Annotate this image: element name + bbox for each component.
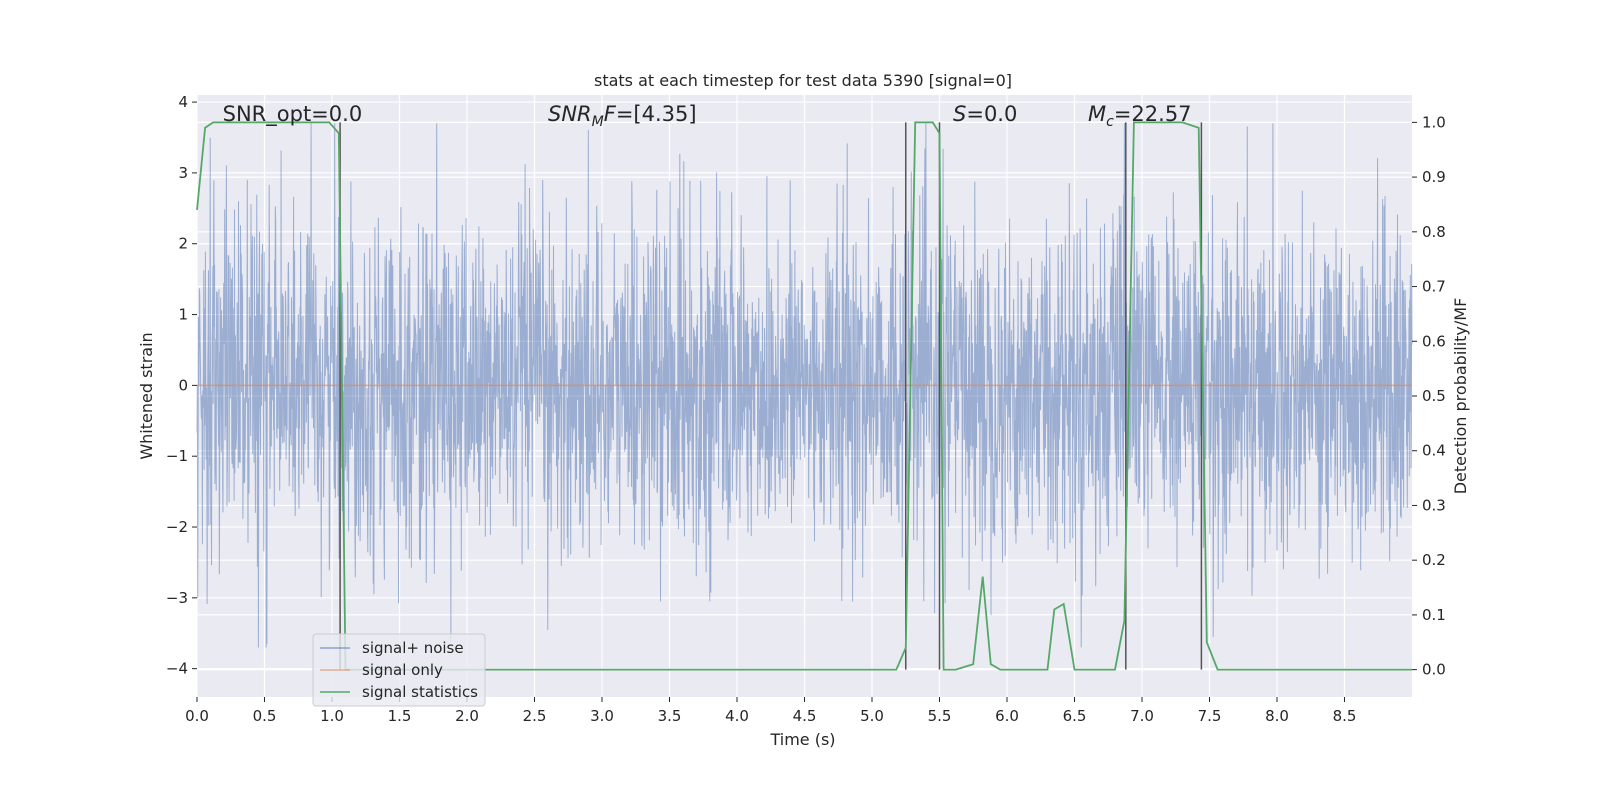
legend-box: [312, 633, 486, 707]
y-axis-label: Whitened strain: [137, 332, 156, 459]
x-tick-label: 1.5: [388, 707, 412, 725]
y-tick-label: −2: [166, 518, 188, 536]
x-tick-label: 8.5: [1333, 707, 1357, 725]
y-tick-label: 1: [178, 306, 188, 324]
signal-noise-series: [196, 123, 1413, 648]
y-tick-label: 3: [178, 164, 188, 182]
x-tick-label: 8.0: [1265, 707, 1289, 725]
x-tick-label: 0.0: [185, 707, 209, 725]
y2-tick-label: 0.3: [1422, 496, 1446, 514]
signal-noise-line: [196, 123, 1413, 648]
legend-label-signal: signal only: [362, 661, 443, 679]
y-tick-label: 4: [178, 93, 188, 111]
y2-tick-label: 0.6: [1422, 332, 1446, 350]
x-axis-label: Time (s): [769, 730, 835, 749]
x-tick-label: 2.0: [455, 707, 479, 725]
y-axis-ticks: −4 −3 −2 −1 0 1 2 3 4: [166, 93, 197, 678]
y2-tick-label: 0.1: [1422, 606, 1446, 624]
y-tick-label: −1: [166, 447, 188, 465]
signal-statistics-line: [196, 121, 1412, 671]
x-tick-label: 2.5: [523, 707, 547, 725]
y2-tick-label: 0.7: [1422, 278, 1446, 296]
legend-label-noise: signal+ noise: [362, 639, 464, 657]
x-axis-ticks: 0.0 0.5 1.0 1.5 2.0 2.5 3.0 3.5 4.0 4.5 5.0 5.5 6.0 6…: [185, 697, 1356, 725]
y2-axis-label: Detection probability/MF: [1451, 298, 1470, 495]
x-tick-label: 4.5: [793, 707, 817, 725]
annotations: SNR_opt=0.0 SNRMF=[4.35] S=0.0 Mc=22.57: [223, 102, 1192, 130]
chart-title: stats at each timestep for test data 539…: [594, 71, 1012, 90]
x-tick-label: 7.5: [1198, 707, 1222, 725]
legend: signal+ noise signal only signal statist…: [312, 633, 486, 707]
y2-tick-label: 0.2: [1422, 551, 1446, 569]
annotation-text: Mc=22.57: [1088, 102, 1192, 130]
x-tick-label: 1.0: [320, 707, 344, 725]
x-tick-label: 6.0: [995, 707, 1019, 725]
annotation-text: SNR_opt=0.0: [223, 102, 363, 127]
x-tick-label: 6.5: [1063, 707, 1087, 725]
x-tick-label: 4.0: [725, 707, 749, 725]
y2-tick-label: 0.5: [1422, 387, 1446, 405]
y-tick-label: 2: [178, 235, 188, 253]
annotation-text: SNRMF=[4.35]: [548, 102, 697, 130]
x-tick-label: 7.0: [1130, 707, 1154, 725]
y2-tick-label: 0.8: [1422, 223, 1446, 241]
annotation-text: S=0.0: [953, 102, 1017, 126]
x-tick-label: 3.0: [590, 707, 614, 725]
legend-label-stats: signal statistics: [362, 683, 478, 701]
y-tick-label: −3: [166, 589, 188, 607]
x-tick-label: 3.5: [658, 707, 682, 725]
y2-axis-ticks: 0.0 0.1 0.2 0.3 0.4 0.5 0.6 0.7 0.8 0.9 1.0: [1412, 113, 1446, 679]
y2-tick-label: 0.4: [1422, 442, 1446, 460]
y-tick-label: −4: [166, 660, 188, 678]
x-tick-label: 5.0: [860, 707, 884, 725]
y2-tick-label: 0.9: [1422, 168, 1446, 186]
x-tick-label: 5.5: [928, 707, 952, 725]
y-tick-label: 0: [178, 376, 188, 394]
y2-tick-label: 0.0: [1422, 661, 1446, 679]
y2-tick-label: 1.0: [1422, 113, 1446, 131]
signal-statistics-series: [196, 121, 1412, 671]
x-tick-label: 0.5: [253, 707, 277, 725]
